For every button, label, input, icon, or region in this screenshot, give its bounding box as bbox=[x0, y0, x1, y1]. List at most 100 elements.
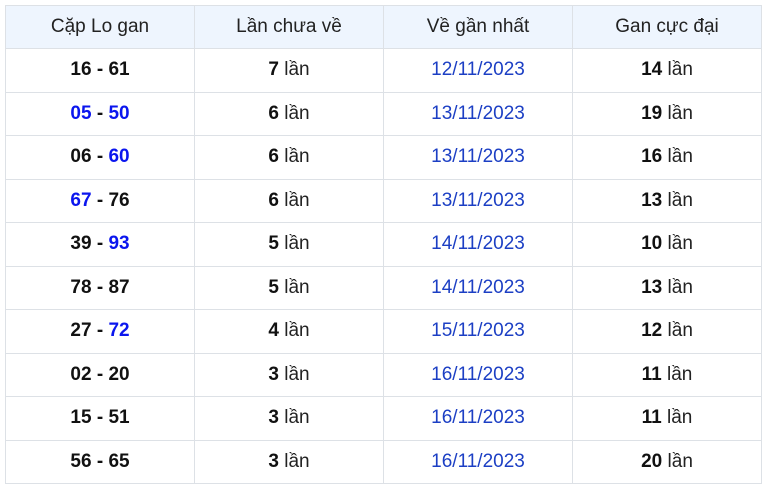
unit: lần bbox=[667, 189, 693, 211]
count-cell: 3 lần bbox=[194, 396, 384, 441]
last-cell: 12/11/2023 bbox=[383, 48, 573, 93]
count-value: 4 bbox=[268, 320, 279, 342]
count-value: 6 bbox=[268, 146, 279, 168]
unit: lần bbox=[667, 146, 693, 168]
count-cell: 7 lần bbox=[194, 48, 384, 93]
header-pair: Cặp Lo gan bbox=[5, 5, 195, 49]
last-cell: 14/11/2023 bbox=[383, 265, 573, 310]
pair-cell: 06 - 60 bbox=[5, 135, 195, 180]
header-max: Gan cực đại bbox=[572, 5, 762, 49]
max-value: 20 bbox=[641, 450, 663, 472]
pair-cell: 16 - 61 bbox=[5, 48, 195, 93]
unit: lần bbox=[667, 102, 693, 124]
max-cell: 16 lần bbox=[572, 135, 762, 180]
count-cell: 6 lần bbox=[194, 91, 384, 136]
unit: lần bbox=[284, 146, 310, 168]
last-cell: 16/11/2023 bbox=[383, 439, 573, 484]
last-cell: 14/11/2023 bbox=[383, 222, 573, 267]
last-cell: 16/11/2023 bbox=[383, 352, 573, 397]
count-value: 7 bbox=[268, 59, 279, 81]
pair-cell: 27 - 72 bbox=[5, 309, 195, 354]
last-date: 16/11/2023 bbox=[431, 450, 525, 472]
pair-second: 20 bbox=[108, 363, 130, 385]
pair-second: 93 bbox=[108, 233, 130, 255]
count-value: 6 bbox=[268, 189, 279, 211]
last-date: 12/11/2023 bbox=[431, 59, 525, 81]
count-cell: 3 lần bbox=[194, 352, 384, 397]
lo-gan-table: Cặp Lo gan Lần chưa về Về gần nhất Gan c… bbox=[5, 5, 762, 484]
pair-cell: 78 - 87 bbox=[5, 265, 195, 310]
count-value: 3 bbox=[268, 450, 279, 472]
unit: lần bbox=[284, 59, 310, 81]
pair-second: 50 bbox=[108, 102, 130, 124]
pair-second: 65 bbox=[108, 450, 130, 472]
last-cell: 13/11/2023 bbox=[383, 135, 573, 180]
pair-second: 51 bbox=[108, 407, 130, 429]
unit: lần bbox=[284, 320, 310, 342]
pair-cell: 15 - 51 bbox=[5, 396, 195, 441]
unit: lần bbox=[284, 276, 310, 298]
unit: lần bbox=[667, 363, 693, 385]
pair-first: 05 bbox=[70, 102, 92, 124]
pair-first: 06 bbox=[70, 146, 92, 168]
pair-first: 16 bbox=[70, 59, 92, 81]
table-row: 16 - 61 7 lần 12/11/2023 14 lần bbox=[5, 48, 762, 93]
max-value: 16 bbox=[641, 146, 663, 168]
table-row: 27 - 72 4 lần 15/11/2023 12 lần bbox=[5, 309, 762, 354]
max-cell: 13 lần bbox=[572, 265, 762, 310]
max-value: 11 bbox=[641, 363, 662, 385]
pair-first: 56 bbox=[70, 450, 92, 472]
header-count: Lần chưa về bbox=[194, 5, 384, 49]
last-cell: 13/11/2023 bbox=[383, 178, 573, 223]
last-date: 14/11/2023 bbox=[431, 233, 525, 255]
max-value: 12 bbox=[641, 320, 663, 342]
max-cell: 11 lần bbox=[572, 352, 762, 397]
max-cell: 20 lần bbox=[572, 439, 762, 484]
last-date: 16/11/2023 bbox=[431, 407, 525, 429]
max-value: 19 bbox=[641, 102, 663, 124]
table-row: 02 - 20 3 lần 16/11/2023 11 lần bbox=[5, 352, 762, 397]
max-value: 11 bbox=[641, 407, 662, 429]
max-value: 14 bbox=[641, 59, 663, 81]
unit: lần bbox=[284, 407, 310, 429]
unit: lần bbox=[284, 189, 310, 211]
table-row: 39 - 93 5 lần 14/11/2023 10 lần bbox=[5, 222, 762, 267]
count-value: 5 bbox=[268, 233, 279, 255]
unit: lần bbox=[667, 407, 693, 429]
max-value: 13 bbox=[641, 189, 663, 211]
max-value: 13 bbox=[641, 276, 663, 298]
count-value: 3 bbox=[268, 363, 279, 385]
max-cell: 19 lần bbox=[572, 91, 762, 136]
header-last: Về gần nhất bbox=[383, 5, 573, 49]
unit: lần bbox=[284, 363, 310, 385]
pair-cell: 56 - 65 bbox=[5, 439, 195, 484]
last-date: 13/11/2023 bbox=[431, 146, 525, 168]
last-cell: 15/11/2023 bbox=[383, 309, 573, 354]
table-row: 15 - 51 3 lần 16/11/2023 11 lần bbox=[5, 396, 762, 441]
max-value: 10 bbox=[641, 233, 663, 255]
pair-first: 78 bbox=[70, 276, 92, 298]
unit: lần bbox=[284, 102, 310, 124]
last-cell: 13/11/2023 bbox=[383, 91, 573, 136]
pair-first: 15 bbox=[70, 407, 92, 429]
pair-cell: 39 - 93 bbox=[5, 222, 195, 267]
pair-cell: 67 - 76 bbox=[5, 178, 195, 223]
max-cell: 14 lần bbox=[572, 48, 762, 93]
count-cell: 6 lần bbox=[194, 178, 384, 223]
max-cell: 11 lần bbox=[572, 396, 762, 441]
pair-cell: 02 - 20 bbox=[5, 352, 195, 397]
last-date: 14/11/2023 bbox=[431, 276, 525, 298]
table-row: 78 - 87 5 lần 14/11/2023 13 lần bbox=[5, 265, 762, 310]
pair-cell: 05 - 50 bbox=[5, 91, 195, 136]
max-cell: 10 lần bbox=[572, 222, 762, 267]
last-date: 13/11/2023 bbox=[431, 189, 525, 211]
unit: lần bbox=[667, 320, 693, 342]
unit: lần bbox=[667, 450, 693, 472]
count-cell: 5 lần bbox=[194, 265, 384, 310]
max-cell: 13 lần bbox=[572, 178, 762, 223]
pair-second: 61 bbox=[108, 59, 130, 81]
unit: lần bbox=[284, 450, 310, 472]
table-row: 05 - 50 6 lần 13/11/2023 19 lần bbox=[5, 91, 762, 136]
count-value: 5 bbox=[268, 276, 279, 298]
last-date: 13/11/2023 bbox=[431, 102, 525, 124]
